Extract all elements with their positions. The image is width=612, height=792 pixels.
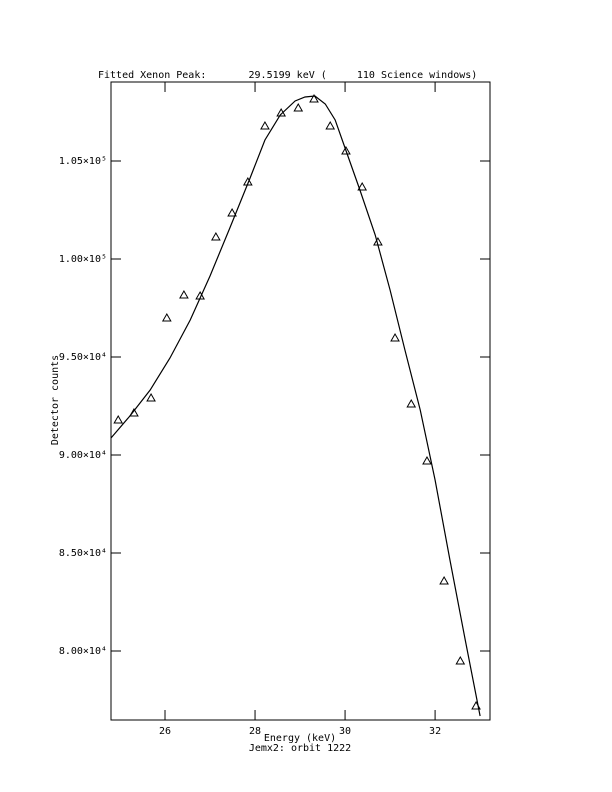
data-point bbox=[406, 398, 417, 408]
chart-title: Fitted Xenon Peak: 29.5199 keV ( 110 Sci… bbox=[98, 70, 477, 81]
data-point bbox=[309, 93, 319, 103]
y-tick-label: 8.50×10⁴ bbox=[59, 548, 107, 559]
y-axis-label: Detector counts bbox=[50, 355, 61, 445]
data-point bbox=[390, 332, 400, 342]
y-tick-label: 9.00×10⁴ bbox=[59, 450, 107, 461]
x-axis-label: Energy (keV) bbox=[264, 733, 336, 744]
data-point bbox=[227, 207, 237, 217]
data-point bbox=[113, 414, 124, 424]
data-point bbox=[146, 392, 156, 402]
data-point bbox=[341, 145, 351, 155]
plot-frame bbox=[110, 81, 491, 721]
data-point bbox=[357, 181, 368, 191]
data-point bbox=[325, 120, 336, 130]
data-point bbox=[422, 455, 432, 465]
x-tick-label: 28 bbox=[249, 726, 261, 737]
y-tick-label: 9.50×10⁴ bbox=[59, 352, 107, 363]
subtitle: Jemx2: orbit 1222 bbox=[249, 743, 351, 754]
x-tick-label: 32 bbox=[429, 726, 441, 737]
y-tick-label: 8.00×10⁴ bbox=[59, 646, 107, 657]
data-point bbox=[179, 289, 189, 299]
data-point bbox=[293, 102, 304, 112]
data-point bbox=[161, 312, 172, 322]
data-point bbox=[439, 576, 449, 585]
y-tick-label: 1.05×10⁵ bbox=[59, 156, 107, 167]
data-point bbox=[211, 231, 221, 241]
x-tick-label: 26 bbox=[159, 726, 171, 737]
data-point bbox=[455, 655, 466, 665]
fit-curve bbox=[110, 95, 481, 717]
data-point bbox=[260, 120, 270, 130]
y-tick-label: 1.00×10⁵ bbox=[59, 254, 107, 265]
x-tick-label: 30 bbox=[339, 726, 351, 737]
